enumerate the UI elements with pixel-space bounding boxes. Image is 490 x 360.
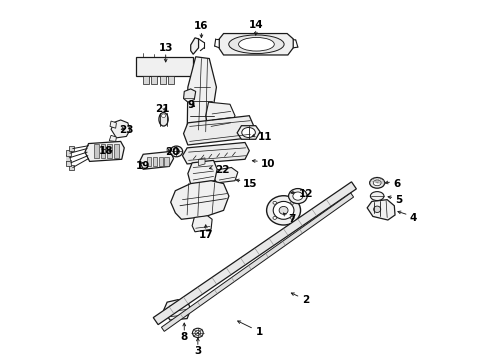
Text: 9: 9 — [188, 100, 195, 110]
Ellipse shape — [293, 192, 303, 200]
Polygon shape — [213, 167, 238, 183]
Bar — [159, 157, 163, 166]
Ellipse shape — [229, 35, 284, 54]
Ellipse shape — [373, 180, 381, 186]
Polygon shape — [237, 126, 260, 139]
Ellipse shape — [195, 330, 201, 336]
Polygon shape — [220, 33, 293, 55]
Polygon shape — [184, 116, 254, 145]
Ellipse shape — [159, 112, 168, 126]
Ellipse shape — [289, 189, 307, 203]
Text: 6: 6 — [393, 179, 400, 189]
Bar — [107, 144, 112, 158]
Ellipse shape — [273, 202, 294, 219]
Text: 13: 13 — [158, 43, 173, 53]
Ellipse shape — [291, 216, 294, 219]
Polygon shape — [184, 89, 196, 102]
Polygon shape — [187, 57, 217, 138]
Text: 7: 7 — [288, 214, 295, 224]
Bar — [100, 144, 105, 158]
Polygon shape — [188, 160, 217, 184]
Polygon shape — [198, 158, 205, 166]
Ellipse shape — [193, 328, 203, 338]
Bar — [114, 144, 119, 158]
Text: 21: 21 — [156, 104, 170, 113]
Ellipse shape — [291, 201, 294, 204]
Ellipse shape — [370, 192, 384, 201]
Text: 19: 19 — [136, 161, 150, 171]
Ellipse shape — [173, 149, 180, 154]
Text: 17: 17 — [198, 230, 213, 240]
Polygon shape — [367, 200, 395, 220]
Polygon shape — [136, 57, 193, 76]
Bar — [94, 144, 99, 158]
Polygon shape — [192, 216, 212, 232]
Ellipse shape — [373, 206, 381, 212]
Ellipse shape — [369, 177, 385, 188]
Text: 14: 14 — [248, 19, 263, 30]
Polygon shape — [66, 160, 72, 166]
Polygon shape — [164, 300, 191, 320]
Ellipse shape — [242, 127, 255, 138]
Ellipse shape — [279, 206, 288, 214]
Bar — [153, 157, 157, 166]
Text: 23: 23 — [119, 125, 134, 135]
Text: 20: 20 — [165, 147, 179, 157]
Polygon shape — [160, 76, 166, 84]
Polygon shape — [161, 193, 354, 331]
Ellipse shape — [170, 146, 183, 157]
Text: 15: 15 — [243, 179, 258, 189]
Ellipse shape — [161, 114, 166, 117]
Text: 22: 22 — [215, 165, 229, 175]
Polygon shape — [151, 76, 157, 84]
Ellipse shape — [273, 216, 276, 219]
Bar — [147, 157, 151, 166]
Polygon shape — [65, 155, 70, 161]
Bar — [164, 157, 169, 166]
Polygon shape — [153, 182, 356, 325]
Text: 10: 10 — [261, 159, 275, 169]
Polygon shape — [193, 64, 199, 70]
Polygon shape — [110, 121, 117, 128]
Polygon shape — [69, 146, 74, 152]
Text: 8: 8 — [181, 332, 188, 342]
Polygon shape — [109, 135, 117, 141]
Polygon shape — [69, 165, 74, 170]
Text: 4: 4 — [409, 212, 416, 222]
Ellipse shape — [267, 196, 300, 225]
Polygon shape — [66, 150, 71, 156]
Polygon shape — [85, 141, 124, 161]
Polygon shape — [191, 38, 198, 54]
Polygon shape — [206, 102, 235, 130]
Text: 5: 5 — [395, 195, 402, 204]
Text: 16: 16 — [194, 21, 209, 31]
Polygon shape — [182, 143, 249, 164]
Polygon shape — [168, 76, 174, 84]
Text: 11: 11 — [258, 132, 272, 142]
Text: 3: 3 — [194, 346, 201, 356]
Polygon shape — [143, 76, 149, 84]
Polygon shape — [140, 152, 173, 169]
Text: 12: 12 — [298, 189, 313, 199]
Text: 18: 18 — [98, 147, 113, 157]
Text: 1: 1 — [256, 327, 263, 337]
Polygon shape — [111, 120, 130, 138]
Polygon shape — [171, 181, 229, 219]
Text: 2: 2 — [302, 295, 309, 305]
Ellipse shape — [239, 37, 274, 51]
Ellipse shape — [273, 201, 276, 204]
